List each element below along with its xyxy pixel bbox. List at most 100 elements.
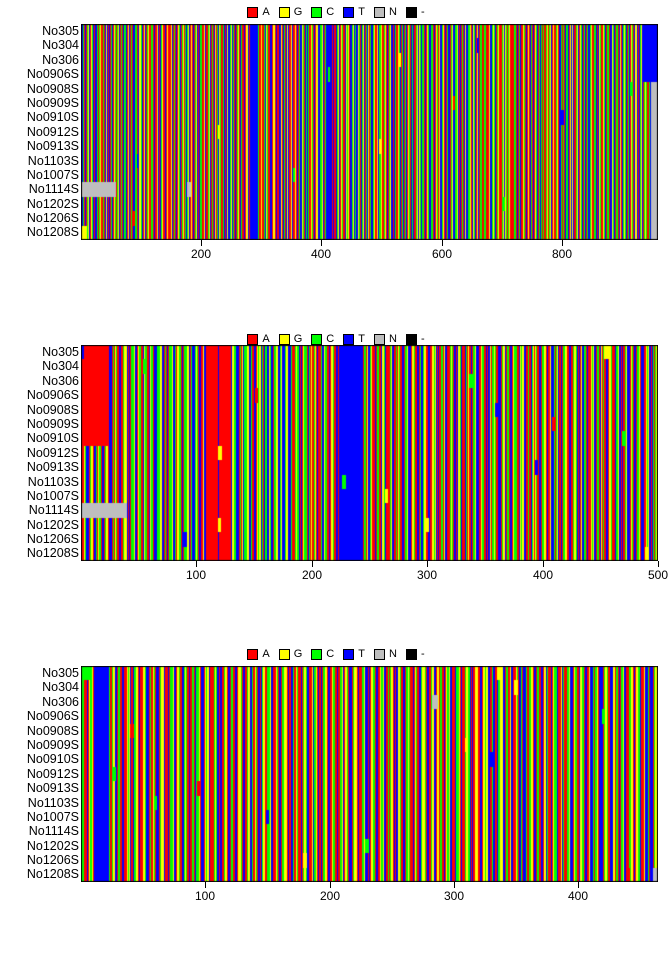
row-label: No1103S bbox=[27, 474, 79, 489]
legend-item-G: G bbox=[278, 648, 303, 660]
legend-label: N bbox=[388, 648, 397, 660]
x-tick-label: 200 bbox=[301, 568, 323, 582]
legend-swatch-N bbox=[373, 333, 385, 345]
row-label: No306 bbox=[42, 694, 79, 709]
row-labels: No305 No304 No306 No0906S No0908S No0909S No09… bbox=[0, 345, 81, 561]
legend-label: C bbox=[326, 648, 335, 660]
plot-area: No305 No304 No306 No0906S No0908S No0909S No09… bbox=[0, 345, 672, 561]
row-label: No304 bbox=[42, 359, 79, 374]
row-label: No1114S bbox=[28, 824, 79, 839]
row-label: No1202S bbox=[26, 517, 79, 532]
legend-item-C: C bbox=[311, 648, 334, 660]
row-label: No0909S bbox=[26, 737, 79, 752]
row-label: No1208S bbox=[26, 546, 79, 561]
row-label: No1202S bbox=[26, 196, 79, 211]
legend-item-N: N bbox=[373, 333, 397, 345]
legend-swatch-A bbox=[247, 333, 259, 345]
legend-label: A bbox=[262, 333, 270, 345]
x-axis: 100 200 300 400 bbox=[81, 882, 658, 908]
row-label: No0906S bbox=[26, 388, 79, 403]
legend-swatch-T bbox=[343, 333, 355, 345]
x-tick bbox=[578, 882, 579, 888]
row-label: No305 bbox=[42, 24, 79, 38]
legend-label: G bbox=[293, 648, 303, 660]
legend-label: A bbox=[262, 6, 270, 18]
row-label: No1114S bbox=[28, 182, 79, 197]
row-label: No1007S bbox=[26, 488, 79, 503]
legend-label: G bbox=[293, 333, 303, 345]
legend-label: N bbox=[388, 333, 397, 345]
x-tick bbox=[201, 240, 202, 246]
legend-swatch-C bbox=[311, 6, 323, 18]
legend-label: C bbox=[326, 333, 335, 345]
x-tick bbox=[442, 240, 443, 246]
row-label: No1114S bbox=[28, 503, 79, 518]
legend-item-N: N bbox=[373, 648, 397, 660]
legend-swatch-G bbox=[278, 6, 290, 18]
legend-label: T bbox=[358, 333, 365, 345]
alignment-canvas bbox=[81, 345, 658, 561]
x-tick bbox=[196, 561, 197, 567]
legend-label: G bbox=[293, 6, 303, 18]
x-tick-label: 500 bbox=[647, 568, 669, 582]
legend-item-T: T bbox=[343, 648, 365, 660]
row-label: No0906S bbox=[26, 67, 79, 82]
plot-area: No305 No304 No306 No0906S No0908S No0909S No09… bbox=[0, 666, 672, 882]
row-label: No0909S bbox=[26, 95, 79, 110]
x-tick-label: 100 bbox=[194, 889, 216, 903]
x-tick-label: 100 bbox=[185, 568, 207, 582]
row-label: No1202S bbox=[26, 838, 79, 853]
legend-item-C: C bbox=[311, 6, 334, 18]
row-label: No0910S bbox=[26, 431, 79, 446]
legend-swatch-N bbox=[373, 648, 385, 660]
x-tick bbox=[205, 882, 206, 888]
x-tick-label: 400 bbox=[532, 568, 554, 582]
legend-label: T bbox=[358, 648, 365, 660]
row-label: No1208S bbox=[26, 867, 79, 882]
legend-item--: - bbox=[405, 648, 425, 660]
plot-area: No305 No304 No306 No0906S No0908S No0909S No09… bbox=[0, 24, 672, 240]
legend-swatch-C bbox=[311, 648, 323, 660]
row-label: No0913S bbox=[26, 781, 79, 796]
row-labels: No305 No304 No306 No0906S No0908S No0909S No09… bbox=[0, 24, 81, 240]
legend-item-T: T bbox=[343, 333, 365, 345]
row-label: No0908S bbox=[26, 402, 79, 417]
legend-item--: - bbox=[405, 333, 425, 345]
row-label: No1206S bbox=[26, 853, 79, 868]
x-tick bbox=[658, 561, 659, 567]
legend-swatch-- bbox=[405, 648, 417, 660]
row-label: No0909S bbox=[26, 416, 79, 431]
legend-label: - bbox=[420, 333, 425, 345]
row-label: No1103S bbox=[27, 795, 79, 810]
x-tick bbox=[427, 561, 428, 567]
row-label: No1206S bbox=[26, 211, 79, 226]
x-tick-label: 200 bbox=[190, 247, 212, 261]
x-tick-label: 800 bbox=[551, 247, 573, 261]
legend-item-A: A bbox=[247, 333, 270, 345]
legend-label: - bbox=[420, 6, 425, 18]
row-label: No305 bbox=[42, 345, 79, 359]
alignment-canvas bbox=[81, 666, 658, 882]
alignment-panel-3: A G C T N - No305 No304 No306 No0906S No0908S No09… bbox=[0, 648, 672, 908]
row-label: No0908S bbox=[26, 723, 79, 738]
legend-label: A bbox=[262, 648, 270, 660]
legend-label: N bbox=[388, 6, 397, 18]
legend-item-G: G bbox=[278, 6, 303, 18]
legend-item-T: T bbox=[343, 6, 365, 18]
row-label: No0912S bbox=[26, 445, 79, 460]
row-label: No1208S bbox=[26, 225, 79, 240]
row-label: No1206S bbox=[26, 532, 79, 547]
x-tick-label: 400 bbox=[567, 889, 589, 903]
row-label: No306 bbox=[42, 373, 79, 388]
legend-label: - bbox=[420, 648, 425, 660]
row-label: No0912S bbox=[26, 766, 79, 781]
alignment-canvas bbox=[81, 24, 658, 240]
x-tick bbox=[543, 561, 544, 567]
row-labels: No305 No304 No306 No0906S No0908S No0909S No09… bbox=[0, 666, 81, 882]
row-label: No1103S bbox=[27, 153, 79, 168]
x-tick bbox=[562, 240, 563, 246]
row-label: No1007S bbox=[26, 809, 79, 824]
x-tick-label: 300 bbox=[416, 568, 438, 582]
